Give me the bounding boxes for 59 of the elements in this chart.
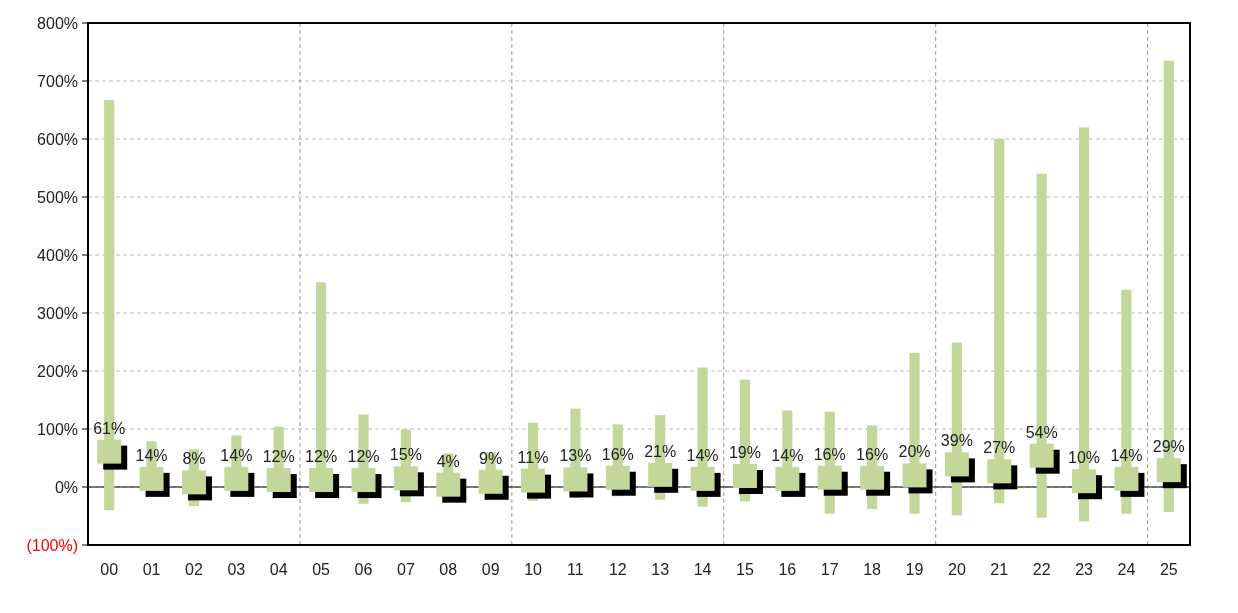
- x-tick-label: 22: [1032, 561, 1051, 578]
- data-label: 20%: [898, 443, 931, 461]
- y-tick-label: 700%: [37, 72, 78, 90]
- data-label: 13%: [559, 447, 592, 465]
- x-tick-label: 07: [396, 561, 415, 578]
- y-tick-label: 400%: [37, 246, 78, 264]
- data-label: 12%: [262, 448, 295, 466]
- x-tick-label: 25: [1159, 561, 1178, 578]
- data-label: 14%: [686, 446, 719, 464]
- y-tick-label: 100%: [37, 420, 78, 438]
- x-tick-label: 02: [185, 561, 203, 578]
- y-tick-label: 500%: [37, 188, 78, 206]
- data-label: 61%: [93, 419, 126, 437]
- y-tick-label: (100%): [26, 536, 78, 554]
- data-label: 12%: [347, 448, 380, 466]
- x-tick-label: 09: [481, 561, 500, 578]
- x-tick-label: 17: [820, 561, 839, 578]
- data-label: 10%: [1068, 449, 1101, 467]
- data-label: 14%: [1110, 446, 1143, 464]
- x-tick-label: 24: [1117, 561, 1136, 578]
- x-tick-label: 14: [693, 561, 712, 578]
- data-label: 27%: [983, 439, 1016, 457]
- x-tick-label: 10: [524, 561, 543, 578]
- x-tick-label: 08: [439, 561, 458, 578]
- data-label: 16%: [856, 445, 889, 463]
- x-tick-label: 01: [142, 561, 161, 578]
- x-tick-label: 20: [947, 561, 966, 578]
- data-label: 21%: [644, 442, 677, 460]
- y-tick-label: 200%: [37, 362, 78, 380]
- x-tick-label: 21: [990, 561, 1009, 578]
- x-tick-label: 11: [567, 561, 584, 578]
- x-tick-label: 18: [863, 561, 882, 578]
- y-tick-label: 600%: [37, 130, 78, 148]
- x-tick-label: 12: [608, 561, 627, 578]
- y-tick-label: 0%: [54, 478, 78, 496]
- x-tick-label: 19: [905, 561, 924, 578]
- x-tick-label: 15: [736, 561, 754, 578]
- data-label: 12%: [305, 448, 338, 466]
- data-label: 14%: [771, 446, 804, 464]
- data-label: 16%: [601, 445, 634, 463]
- data-label: 19%: [728, 443, 761, 461]
- data-label: 11%: [517, 448, 549, 466]
- x-tick-label: 05: [312, 561, 331, 578]
- x-tick-label: 04: [269, 561, 288, 578]
- x-tick-label: 23: [1075, 561, 1094, 578]
- x-tick-label: 03: [227, 561, 246, 578]
- x-tick-label: 00: [100, 561, 119, 578]
- data-label: 39%: [940, 432, 973, 450]
- data-label: 14%: [220, 446, 253, 464]
- y-tick-label: 800%: [37, 14, 78, 32]
- data-label: 16%: [813, 445, 846, 463]
- x-tick-label: 06: [354, 561, 373, 578]
- y-tick-label: 300%: [37, 304, 78, 322]
- data-label: 15%: [389, 446, 422, 464]
- data-label: 29%: [1152, 438, 1185, 456]
- x-tick-label: 16: [778, 561, 797, 578]
- data-label: 8%: [182, 450, 206, 468]
- data-label: 54%: [1025, 423, 1058, 441]
- x-tick-label: 13: [651, 561, 670, 578]
